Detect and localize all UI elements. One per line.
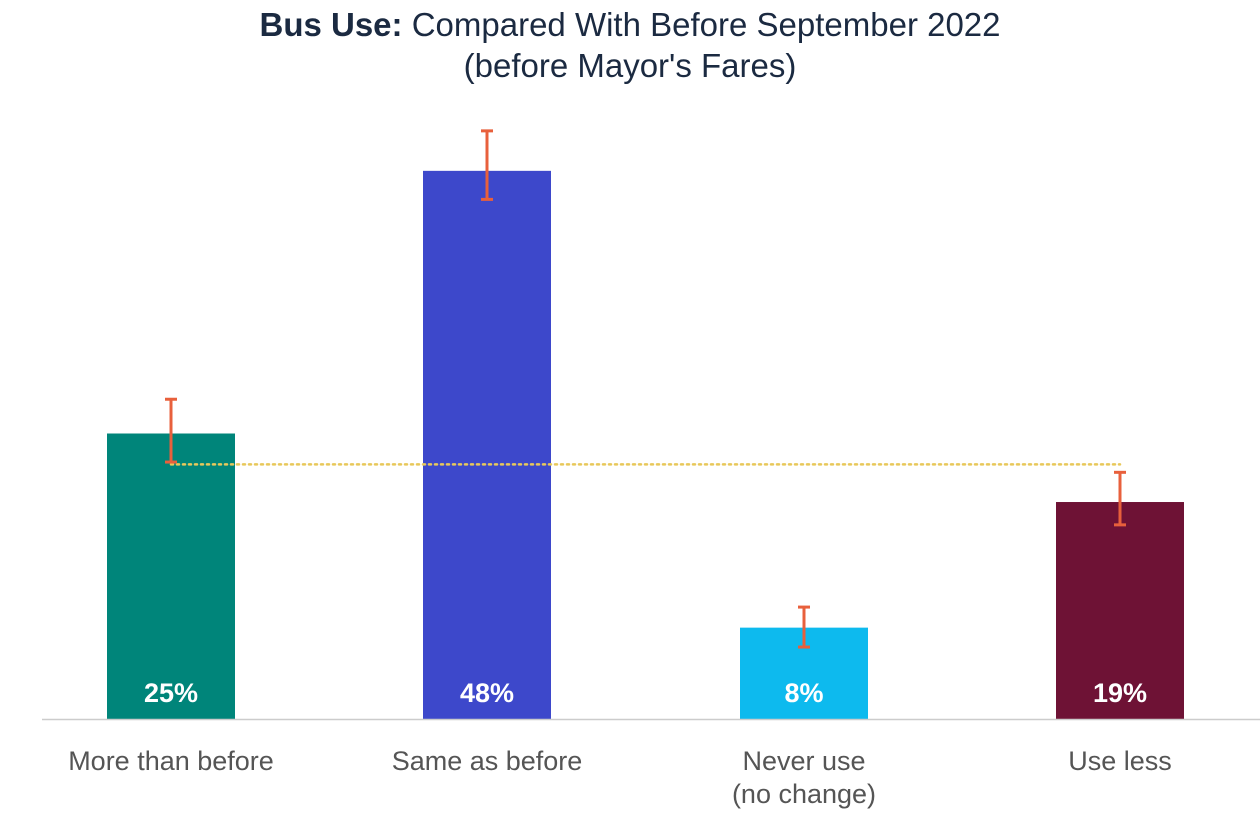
title-line: Bus Use: Compared With Before September … [0,4,1260,45]
data-label-1: 25% [144,678,198,708]
data-label-2: 48% [460,678,514,708]
category-label-3-line-1: Never use [742,746,865,776]
title-rest: Compared With Before September 2022 [402,6,1001,43]
chart-title: Bus Use: Compared With Before September … [0,4,1260,86]
category-label-4: Use less [1068,746,1172,776]
chart-subtitle: (before Mayor's Fares) [463,47,797,84]
data-label-3: 8% [784,678,823,708]
bar-4 [1056,502,1184,719]
data-label-4: 19% [1093,678,1147,708]
bar-1 [107,433,235,719]
category-label-2: Same as before [392,746,583,776]
category-label-1: More than before [68,746,274,776]
title-bold: Bus Use: [259,6,403,43]
bar-2 [423,170,551,720]
category-label-3-line-2: (no change) [732,779,876,809]
